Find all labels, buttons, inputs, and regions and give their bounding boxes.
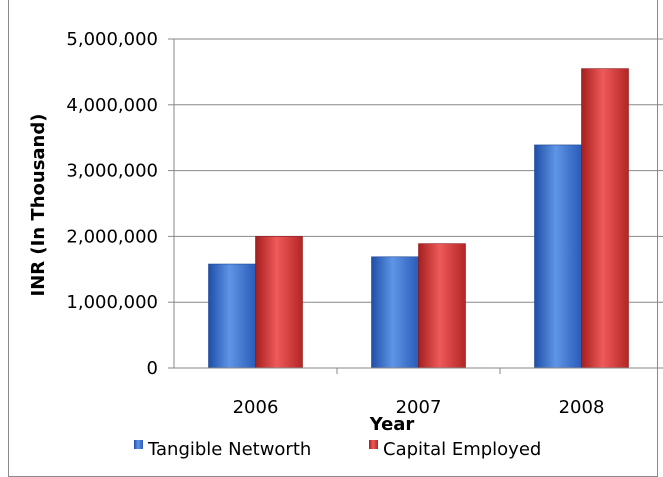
y-tick-label: 0 (147, 358, 158, 379)
legend: Tangible Networth Capital Employed (134, 439, 541, 460)
bar-capital-employed-2007 (418, 243, 466, 369)
x-tick-label: 2008 (559, 397, 605, 418)
x-tick-labels: 2006 2007 2008 (233, 397, 605, 418)
bar-tangible-networth-2008 (534, 144, 582, 369)
y-tick-label: 2,000,000 (66, 226, 158, 247)
legend-label: Capital Employed (383, 439, 541, 460)
bar-tangible-networth-2006 (208, 263, 256, 369)
y-tick-label: 3,000,000 (66, 161, 158, 182)
bars (208, 68, 629, 369)
y-tick-label: 1,000,000 (66, 292, 158, 313)
legend-label: Tangible Networth (147, 439, 311, 460)
bar-capital-employed-2006 (255, 236, 303, 369)
y-tick-labels: 0 1,000,000 2,000,000 3,000,000 4,000,000 5,0… (66, 29, 158, 379)
axes (168, 38, 663, 374)
x-axis-title: Year (369, 414, 415, 435)
y-tick-label: 5,000,000 (66, 29, 158, 50)
x-tick-label: 2006 (233, 397, 279, 418)
x-tick-label: 2007 (396, 397, 442, 418)
bar-capital-employed-2008 (581, 68, 629, 369)
bar-tangible-networth-2007 (371, 256, 419, 369)
y-axis-title: INR (In Thousand) (28, 114, 49, 297)
y-tick-label: 4,000,000 (66, 95, 158, 116)
legend-swatch (134, 440, 143, 449)
legend-swatch (369, 440, 378, 449)
